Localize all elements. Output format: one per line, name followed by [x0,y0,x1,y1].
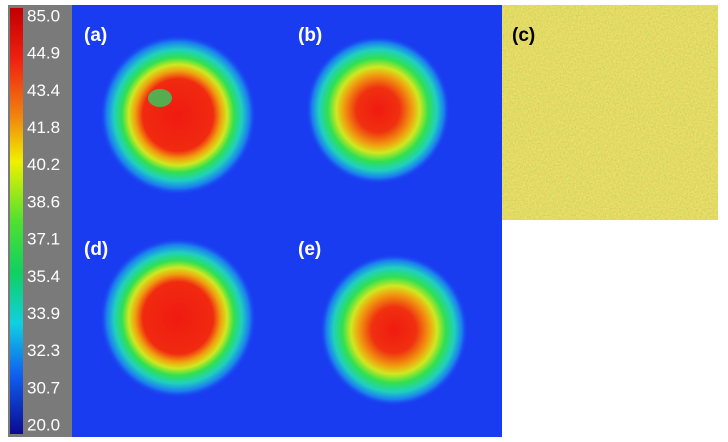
hot-spot [100,35,256,195]
colorbar-label: 30.7 [27,378,60,397]
panel-label: (b) [298,25,322,46]
colorbar-label: 20.0 [27,415,60,434]
hot-spot [306,36,450,184]
colorbar-label: 35.4 [27,267,60,286]
colorbar-label: 43.4 [27,81,60,100]
colorbar-label: 44.9 [27,44,60,63]
colorbar-label: 41.8 [27,118,60,137]
colorbar-label: 37.1 [27,230,60,249]
hot-spot [100,238,256,398]
panel-label: (d) [84,239,108,260]
colorbar [10,8,23,434]
panel-c-noise [502,5,718,220]
panel-label: (a) [84,25,107,46]
panel-label: (e) [298,239,321,260]
hot-spot-gap [148,89,172,107]
colorbar-label: 32.3 [27,341,60,360]
panel-label: (c) [512,25,535,46]
colorbar-label: 85.0 [27,6,60,25]
colorbar-label: 40.2 [27,155,60,174]
hot-spot [320,254,468,406]
colorbar-label: 38.6 [27,192,60,211]
colorbar-label: 33.9 [27,304,60,323]
